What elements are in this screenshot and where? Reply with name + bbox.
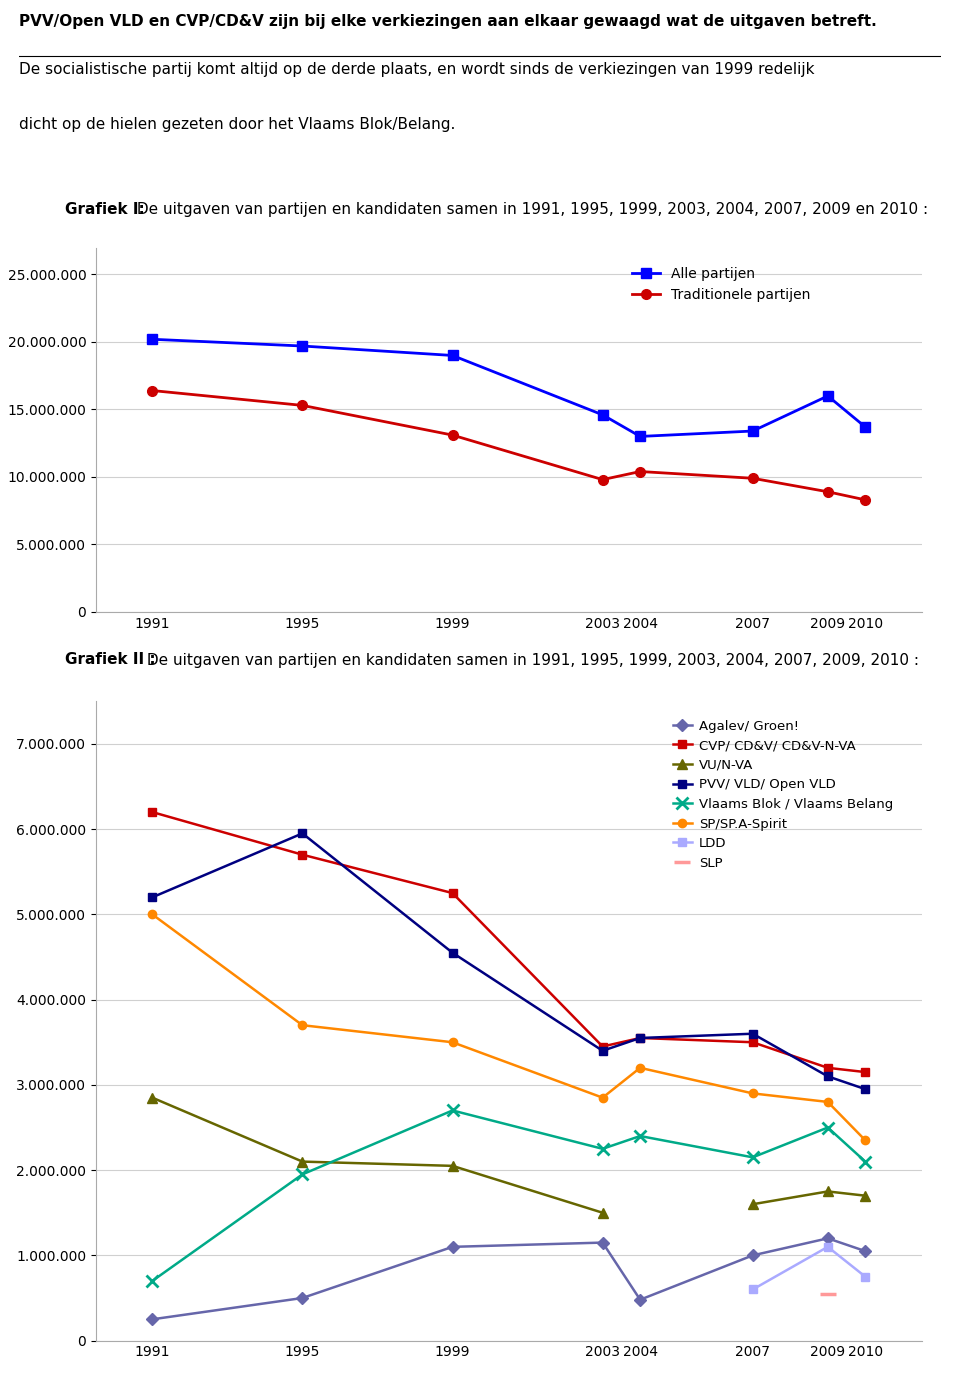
Line: VU/N-VA: VU/N-VA (148, 1093, 870, 1218)
VU/N-VA (147, 1089, 158, 1106)
VU/N-VA (822, 1182, 833, 1199)
Alle partijen (446, 348, 458, 364)
CVP/ CD&V/ CD&V-N-VA (446, 886, 458, 902)
Agalev/ Groen! (859, 1243, 871, 1260)
Line: PVV/ VLD/ Open VLD: PVV/ VLD/ Open VLD (148, 829, 870, 1093)
VU/N-VA (859, 1188, 871, 1204)
Line: Agalev/ Groen!: Agalev/ Groen! (148, 1235, 870, 1324)
SP/SP.A-Spirit (859, 1132, 871, 1148)
Line: CVP/ CD&V/ CD&V-N-VA: CVP/ CD&V/ CD&V-N-VA (148, 808, 870, 1077)
PVV/ VLD/ Open VLD (446, 945, 458, 961)
Traditionele partijen (635, 463, 646, 480)
Alle partijen (635, 428, 646, 444)
VU/N-VA (446, 1158, 458, 1174)
Line: Alle partijen: Alle partijen (148, 334, 870, 441)
Agalev/ Groen! (597, 1235, 609, 1251)
Vlaams Blok / Vlaams Belang (747, 1150, 758, 1166)
SP/SP.A-Spirit (635, 1060, 646, 1077)
Vlaams Blok / Vlaams Belang (635, 1128, 646, 1144)
Vlaams Blok / Vlaams Belang (297, 1166, 308, 1182)
SP/SP.A-Spirit (822, 1093, 833, 1110)
Vlaams Blok / Vlaams Belang (147, 1273, 158, 1290)
Agalev/ Groen! (147, 1312, 158, 1328)
LDD (859, 1268, 871, 1284)
CVP/ CD&V/ CD&V-N-VA (635, 1030, 646, 1046)
Traditionele partijen (747, 470, 758, 487)
VU/N-VA (747, 1196, 758, 1213)
SP/SP.A-Spirit (147, 906, 158, 923)
CVP/ CD&V/ CD&V-N-VA (147, 804, 158, 821)
Text: dicht op de hielen gezeten door het Vlaams Blok/Belang.: dicht op de hielen gezeten door het Vlaa… (19, 117, 456, 132)
Agalev/ Groen! (747, 1247, 758, 1264)
Vlaams Blok / Vlaams Belang (446, 1103, 458, 1119)
SP/SP.A-Spirit (446, 1034, 458, 1050)
Traditionele partijen (597, 472, 609, 488)
Traditionele partijen (446, 426, 458, 443)
Alle partijen (822, 388, 833, 404)
Agalev/ Groen! (446, 1239, 458, 1255)
PVV/ VLD/ Open VLD (597, 1042, 609, 1059)
PVV/ VLD/ Open VLD (859, 1081, 871, 1097)
PVV/ VLD/ Open VLD (822, 1068, 833, 1085)
Alle partijen (859, 419, 871, 436)
LDD (822, 1239, 833, 1255)
PVV/ VLD/ Open VLD (297, 825, 308, 842)
Alle partijen (297, 338, 308, 355)
Alle partijen (747, 422, 758, 439)
Agalev/ Groen! (635, 1291, 646, 1308)
CVP/ CD&V/ CD&V-N-VA (297, 847, 308, 864)
SP/SP.A-Spirit (597, 1089, 609, 1106)
Agalev/ Groen! (822, 1231, 833, 1247)
CVP/ CD&V/ CD&V-N-VA (747, 1034, 758, 1050)
Agalev/ Groen! (297, 1290, 308, 1306)
SP/SP.A-Spirit (747, 1085, 758, 1101)
Traditionele partijen (147, 382, 158, 399)
Line: LDD: LDD (749, 1243, 870, 1294)
PVV/ VLD/ Open VLD (147, 890, 158, 906)
Text: PVV/Open VLD en CVP/CD&V zijn bij elke verkiezingen aan elkaar gewaagd wat de ui: PVV/Open VLD en CVP/CD&V zijn bij elke v… (19, 14, 876, 29)
Text: Grafiek II :: Grafiek II : (65, 653, 156, 667)
LDD (747, 1282, 758, 1298)
Text: Grafiek I:: Grafiek I: (65, 202, 145, 217)
Vlaams Blok / Vlaams Belang (859, 1154, 871, 1170)
Traditionele partijen (822, 484, 833, 500)
Text: De uitgaven van partijen en kandidaten samen in 1991, 1995, 1999, 2003, 2004, 20: De uitgaven van partijen en kandidaten s… (142, 653, 919, 667)
Traditionele partijen (859, 492, 871, 509)
Line: SP/SP.A-Spirit: SP/SP.A-Spirit (148, 910, 870, 1144)
CVP/ CD&V/ CD&V-N-VA (822, 1060, 833, 1077)
Text: De uitgaven van partijen en kandidaten samen in 1991, 1995, 1999, 2003, 2004, 20: De uitgaven van partijen en kandidaten s… (132, 202, 927, 217)
SP/SP.A-Spirit (297, 1018, 308, 1034)
Line: Vlaams Blok / Vlaams Belang: Vlaams Blok / Vlaams Belang (147, 1106, 871, 1287)
Legend: Alle partijen, Traditionele partijen: Alle partijen, Traditionele partijen (626, 261, 816, 308)
Alle partijen (147, 331, 158, 348)
Vlaams Blok / Vlaams Belang (822, 1119, 833, 1136)
CVP/ CD&V/ CD&V-N-VA (859, 1064, 871, 1081)
VU/N-VA (597, 1204, 609, 1221)
PVV/ VLD/ Open VLD (635, 1030, 646, 1046)
Alle partijen (597, 407, 609, 424)
Line: Traditionele partijen: Traditionele partijen (148, 386, 870, 505)
Legend: Agalev/ Groen!, CVP/ CD&V/ CD&V-N-VA, VU/N-VA, PVV/ VLD/ Open VLD, Vlaams Blok /: Agalev/ Groen!, CVP/ CD&V/ CD&V-N-VA, VU… (667, 714, 899, 874)
PVV/ VLD/ Open VLD (747, 1026, 758, 1042)
CVP/ CD&V/ CD&V-N-VA (597, 1038, 609, 1055)
VU/N-VA (297, 1154, 308, 1170)
Vlaams Blok / Vlaams Belang (597, 1141, 609, 1158)
Traditionele partijen (297, 397, 308, 414)
Text: De socialistische partij komt altijd op de derde plaats, en wordt sinds de verki: De socialistische partij komt altijd op … (19, 62, 815, 77)
